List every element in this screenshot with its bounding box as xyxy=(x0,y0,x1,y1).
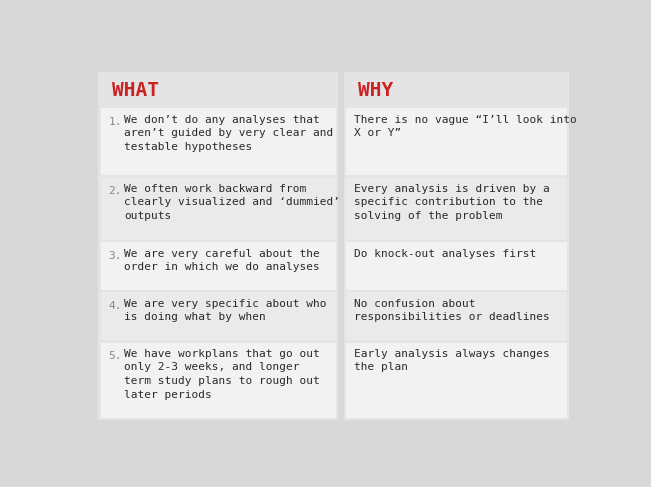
Bar xyxy=(98,72,338,420)
Text: There is no vague “I’ll look into
X or Y”: There is no vague “I’ll look into X or Y… xyxy=(354,114,577,138)
Bar xyxy=(346,109,566,175)
Text: We don’t do any analyses that
aren’t guided by very clear and
testable hypothese: We don’t do any analyses that aren’t gui… xyxy=(124,114,333,152)
Text: 3.: 3. xyxy=(109,251,122,261)
Text: 5.: 5. xyxy=(109,351,122,361)
Bar xyxy=(101,243,335,290)
Text: WHAT: WHAT xyxy=(113,81,159,100)
Bar xyxy=(346,342,566,418)
Text: We are very careful about the
order in which we do analyses: We are very careful about the order in w… xyxy=(124,248,320,272)
Text: Every analysis is driven by a
specific contribution to the
solving of the proble: Every analysis is driven by a specific c… xyxy=(354,184,550,221)
Text: 2.: 2. xyxy=(109,186,122,196)
Bar xyxy=(344,72,569,420)
Text: 1.: 1. xyxy=(109,117,122,127)
Bar xyxy=(346,178,566,240)
Bar xyxy=(346,293,566,340)
Text: Do knock-out analyses first: Do knock-out analyses first xyxy=(354,248,536,259)
Bar xyxy=(101,109,335,175)
Text: No confusion about
responsibilities or deadlines: No confusion about responsibilities or d… xyxy=(354,299,550,322)
Text: We have workplans that go out
only 2-3 weeks, and longer
term study plans to rou: We have workplans that go out only 2-3 w… xyxy=(124,349,320,399)
Bar xyxy=(101,342,335,418)
Text: 4.: 4. xyxy=(109,301,122,311)
Bar xyxy=(101,178,335,240)
Text: Early analysis always changes
the plan: Early analysis always changes the plan xyxy=(354,349,550,373)
Text: We often work backward from
clearly visualized and ‘dummied’
outputs: We often work backward from clearly visu… xyxy=(124,184,340,221)
Bar xyxy=(101,293,335,340)
Text: We are very specific about who
is doing what by when: We are very specific about who is doing … xyxy=(124,299,327,322)
Bar xyxy=(346,243,566,290)
Text: WHY: WHY xyxy=(358,81,393,100)
